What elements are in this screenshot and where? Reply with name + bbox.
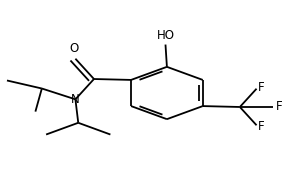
Text: O: O (69, 42, 79, 55)
Text: F: F (258, 81, 265, 94)
Text: N: N (71, 93, 80, 106)
Text: F: F (258, 120, 265, 133)
Text: HO: HO (157, 29, 175, 42)
Text: F: F (276, 100, 282, 113)
